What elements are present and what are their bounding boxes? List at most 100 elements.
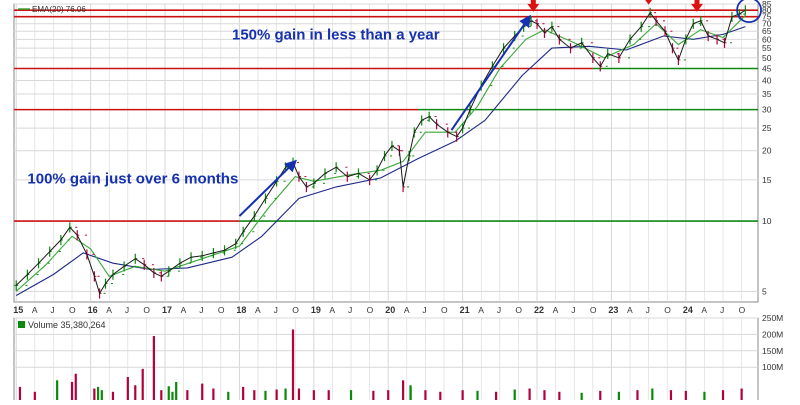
- time-tick-label: J: [571, 305, 575, 315]
- trend-arrow: [238, 159, 297, 217]
- volume-bar: [495, 391, 498, 400]
- volume-bar: [617, 391, 620, 400]
- time-tick-label: A: [404, 305, 410, 315]
- peak-marker-arrow: [527, 0, 540, 12]
- volume-bar: [70, 381, 74, 400]
- time-tick-label: O: [515, 305, 522, 315]
- volume-bar: [253, 390, 256, 400]
- volume-bar: [291, 329, 295, 400]
- volume-bar: [476, 390, 479, 400]
- volume-bar: [669, 390, 673, 400]
- price-tick-label: 85: [762, 0, 772, 9]
- trend-arrow: [450, 14, 531, 131]
- time-tick-label: 16: [88, 305, 98, 315]
- volume-bar: [461, 390, 464, 400]
- time-tick-label: A: [32, 305, 38, 315]
- volume-bar: [56, 380, 59, 400]
- volume-bar: [167, 386, 170, 400]
- ema-short-line: [15, 14, 746, 292]
- time-tick-label: O: [590, 305, 597, 315]
- time-tick-label: 19: [311, 305, 321, 315]
- price-tick-label: 15: [762, 175, 772, 185]
- time-tick-label: J: [348, 305, 352, 315]
- volume-bar: [96, 386, 100, 400]
- time-tick-label: J: [497, 305, 501, 315]
- ema-legend-text: EMA(20) 76.06: [32, 5, 86, 14]
- volume-legend-swatch: [18, 321, 25, 328]
- time-tick-label: J: [422, 305, 426, 315]
- time-tick-label: 23: [608, 305, 618, 315]
- time-tick-label: J: [720, 305, 724, 315]
- volume-tick-label: 250M: [762, 313, 783, 323]
- time-tick-label: J: [125, 305, 129, 315]
- time-tick-label: A: [329, 305, 335, 315]
- price-tick-label: 10: [762, 216, 772, 226]
- volume-bar: [636, 390, 639, 400]
- volume-bar: [387, 390, 390, 400]
- volume-bar: [740, 388, 743, 400]
- chart-annotation: 150% gain in less than a year: [232, 26, 440, 43]
- time-tick-label: J: [199, 305, 203, 315]
- ema-long-line: [15, 26, 746, 296]
- volume-bar: [297, 388, 301, 400]
- volume-bar: [684, 390, 687, 400]
- time-tick-label: J: [50, 305, 54, 315]
- price-tick-label: 70: [762, 19, 772, 29]
- time-tick-label: 24: [683, 305, 693, 315]
- time-tick-label: 22: [534, 305, 544, 315]
- volume-bar: [651, 388, 654, 400]
- time-tick-label: A: [106, 305, 112, 315]
- time-tick-label: A: [181, 305, 187, 315]
- volume-bar: [33, 391, 36, 400]
- volume-panel: [13, 317, 759, 403]
- time-tick-label: A: [255, 305, 261, 315]
- volume-bar: [558, 391, 561, 400]
- volume-tick-label: 100M: [762, 362, 783, 372]
- volume-bar: [100, 390, 103, 400]
- price-tick-label: 80: [762, 5, 772, 15]
- volume-bar: [599, 390, 602, 400]
- volume-tick-label: 200M: [762, 329, 783, 339]
- highlight-circle: [736, 0, 762, 24]
- time-tick-label: O: [441, 305, 448, 315]
- volume-tick-label: 150M: [762, 346, 783, 356]
- price-tick-label: 75: [762, 12, 772, 22]
- time-tick-label: A: [627, 305, 633, 315]
- volume-bar: [327, 390, 330, 400]
- price-plot-group: [14, 5, 758, 299]
- time-tick-label: J: [646, 305, 650, 315]
- time-tick-label: O: [143, 305, 150, 315]
- price-tick-label: 30: [762, 105, 772, 115]
- time-tick-label: O: [367, 305, 374, 315]
- price-tick-label: 45: [762, 63, 772, 73]
- price-line: [15, 9, 746, 295]
- time-tick-label: J: [274, 305, 278, 315]
- peak-marker-arrow: [690, 0, 703, 12]
- price-tick-label: 35: [762, 89, 772, 99]
- time-tick-label: O: [664, 305, 671, 315]
- time-tick-label: O: [739, 305, 746, 315]
- peak-marker-arrow: [645, 0, 653, 5]
- price-tick-label: 60: [762, 34, 772, 44]
- time-tick-label: 21: [460, 305, 470, 315]
- price-tick-label: 20: [762, 146, 772, 156]
- volume-bar: [312, 390, 315, 400]
- volume-bar: [402, 380, 405, 400]
- volume-bar: [721, 390, 725, 400]
- time-tick-label: 17: [162, 305, 172, 315]
- time-tick-label: 20: [385, 305, 395, 315]
- volume-bar: [580, 392, 583, 400]
- time-tick-label: O: [292, 305, 299, 315]
- volume-bar: [284, 388, 287, 400]
- price-tick-label: 40: [762, 75, 772, 85]
- volume-bar: [152, 336, 155, 400]
- volume-bar: [424, 390, 427, 400]
- volume-bar: [703, 391, 706, 400]
- volume-bar: [141, 368, 144, 400]
- volume-bar: [126, 377, 129, 400]
- chart-annotation: 100% gain just over 6 months: [27, 170, 238, 187]
- time-tick-label: 18: [236, 305, 246, 315]
- time-tick-label: 15: [13, 305, 23, 315]
